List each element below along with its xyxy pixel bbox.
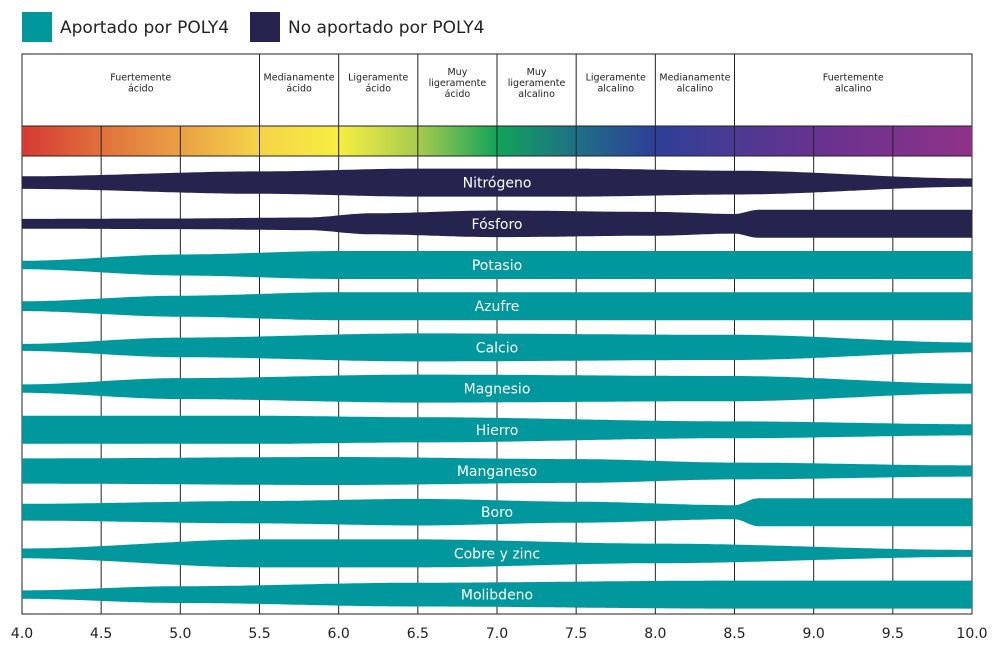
nutrient-band <box>22 333 972 362</box>
ph-zone-label: Muy ligeramente alcalino <box>508 67 566 100</box>
nutrient-band <box>22 415 972 444</box>
nutrient-label: Potasio <box>472 258 522 274</box>
x-tick-label: 7.0 <box>486 626 508 642</box>
nutrient-label: Magnesio <box>464 382 531 398</box>
nutrient-band <box>22 251 972 279</box>
legend-label-supplied: Aportado por POLY4 <box>60 18 229 38</box>
legend-label-not-supplied: No aportado por POLY4 <box>288 18 484 38</box>
x-tick-label: 4.5 <box>90 626 112 642</box>
nutrient-label: Calcio <box>476 340 518 356</box>
ph-zone-header: Fuertemente ácido Medianamente ácido Ligeram… <box>110 54 884 126</box>
x-tick-label: 8.0 <box>644 626 666 642</box>
nutrient-label: Hierro <box>476 423 519 439</box>
nutrient-band <box>22 168 972 197</box>
x-tick-label: 6.5 <box>407 626 429 642</box>
x-tick-label: 5.5 <box>248 626 270 642</box>
nutrient-band <box>22 292 972 321</box>
ph-zone-label: Fuertemente alcalino <box>823 73 884 95</box>
legend: Aportado por POLY4 No aportado por POLY4 <box>22 12 484 42</box>
x-axis-ticks: 4.0 4.5 5.0 5.5 6.0 6.5 7.0 7.5 8.0 8.5 9.0 9.5 10.0 <box>11 626 988 642</box>
nutrient-band <box>22 209 972 238</box>
nutrient-band <box>22 457 972 485</box>
x-tick-label: 5.0 <box>169 626 191 642</box>
legend-swatch-not-supplied <box>250 12 280 42</box>
ph-zone-label: Medianamente ácido <box>264 73 335 95</box>
nutrient-band <box>22 580 972 609</box>
nutrient-band <box>22 539 972 568</box>
ph-zone-label: Fuertemente ácido <box>110 73 171 95</box>
x-tick-label: 8.5 <box>723 626 745 642</box>
grid-lines <box>100 126 894 614</box>
x-tick-label: 7.5 <box>565 626 587 642</box>
x-tick-label: 9.5 <box>882 626 904 642</box>
x-tick-label: 10.0 <box>956 626 987 642</box>
x-tick-label: 6.0 <box>328 626 350 642</box>
nutrient-band <box>22 374 972 403</box>
ph-zone-label: Ligeramente ácido <box>348 73 408 95</box>
nutrient-band <box>22 498 972 527</box>
ph-zone-label: Ligeramente alcalino <box>586 73 646 95</box>
nutrient-label: Fósforo <box>472 217 523 233</box>
nutrient-label: Boro <box>481 505 513 521</box>
ph-zone-label: Medianamente alcalino <box>659 73 730 95</box>
nutrient-label: Molibdeno <box>461 588 533 604</box>
nutrient-label: Cobre y zinc <box>454 546 540 562</box>
nutrient-label: Azufre <box>475 299 520 315</box>
x-tick-label: 9.0 <box>803 626 825 642</box>
nutrient-bands: Nitrógeno Fósforo Potasio Azufre Calcio Magne… <box>22 168 972 609</box>
x-tick-label: 4.0 <box>11 626 33 642</box>
legend-swatch-supplied <box>22 12 52 42</box>
nutrient-label: Nitrógeno <box>463 176 532 192</box>
nutrient-label: Manganeso <box>457 464 537 480</box>
ph-zone-label: Muy ligeramente ácido <box>429 67 487 100</box>
